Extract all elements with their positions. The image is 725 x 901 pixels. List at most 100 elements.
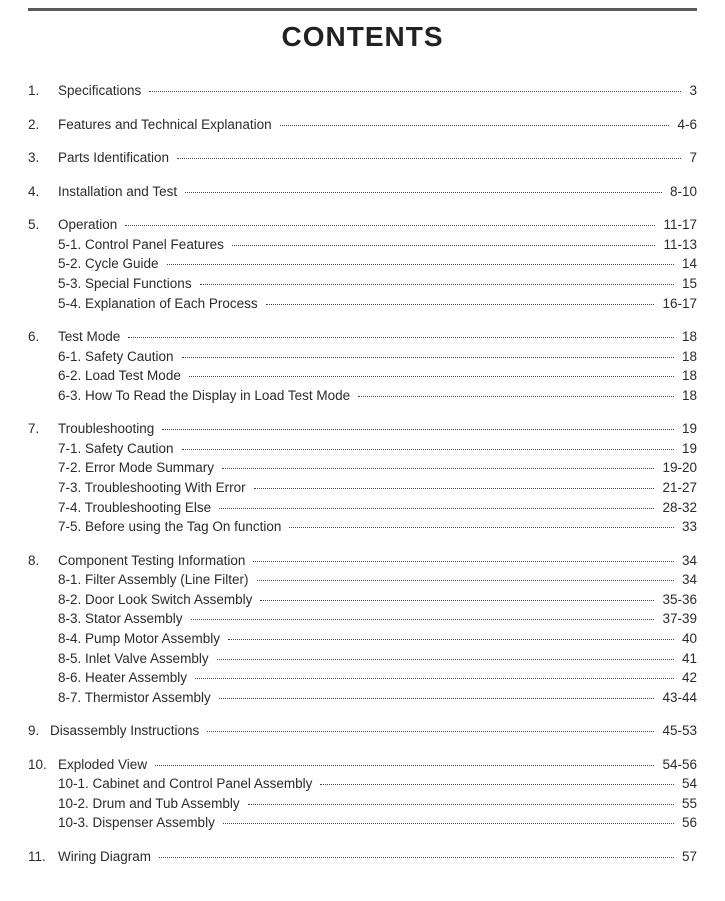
toc-subrow: 8-7. Thermistor Assembly43-44: [28, 688, 697, 708]
page-number: 16-17: [658, 294, 697, 314]
subsection-label: 6-1. Safety Caution: [58, 347, 178, 367]
toc-row: 11.Wiring Diagram 57: [28, 847, 697, 867]
page-number: 7: [685, 148, 697, 168]
page-number: 3: [685, 81, 697, 101]
page-number: 42: [678, 668, 697, 688]
page-number: 11-17: [659, 215, 697, 235]
leader-dots: [182, 357, 674, 358]
page-number: 19-20: [658, 458, 697, 478]
page-number: 34: [678, 551, 697, 571]
subsection-label: 8-6. Heater Assembly: [58, 668, 191, 688]
toc-row: 4.Installation and Test8-10: [28, 182, 697, 202]
toc-subrow: 6-2. Load Test Mode 18: [28, 366, 697, 386]
leader-dots: [182, 449, 674, 450]
page-number: 57: [678, 847, 697, 867]
section-label: Component Testing Information: [58, 551, 249, 571]
page-number: 35-36: [658, 590, 697, 610]
toc-subrow: 7-4. Troubleshooting Else 28-32: [28, 498, 697, 518]
subsection-label: 10-1. Cabinet and Control Panel Assembly: [58, 774, 316, 794]
toc-section: 7.Troubleshooting197-1. Safety Caution19…: [28, 419, 697, 536]
page-number: 18: [678, 366, 697, 386]
toc-section: 9.Disassembly Instructions45-53: [28, 721, 697, 741]
section-label: Troubleshooting: [58, 419, 158, 439]
subsection-label: 5-3. Special Functions: [58, 274, 196, 294]
section-label: Specifications: [58, 81, 145, 101]
subsection-label: 5-2. Cycle Guide: [58, 254, 163, 274]
section-label: Exploded View: [58, 755, 151, 775]
section-label: Test Mode: [58, 327, 124, 347]
toc-subrow: 7-2. Error Mode Summary 19-20: [28, 458, 697, 478]
subsection-label: 7-3. Troubleshooting With Error: [58, 478, 250, 498]
toc-row: 9.Disassembly Instructions45-53: [28, 721, 697, 741]
section-number: 11.: [28, 847, 58, 867]
leader-dots: [248, 804, 674, 805]
subsection-label: 7-1. Safety Caution: [58, 439, 178, 459]
toc-subrow: 5-1. Control Panel Features 11-13: [28, 235, 697, 255]
page-number: 28-32: [658, 498, 697, 518]
toc-row: 5.Operation 11-17: [28, 215, 697, 235]
subsection-label: 7-4. Troubleshooting Else: [58, 498, 215, 518]
leader-dots: [167, 264, 674, 265]
subsection-label: 6-3. How To Read the Display in Load Tes…: [58, 386, 354, 406]
page-number: 55: [678, 794, 697, 814]
leader-dots: [257, 580, 674, 581]
toc-subrow: 5-4. Explanation of Each Process 16-17: [28, 294, 697, 314]
subsection-label: 8-2. Door Look Switch Assembly: [58, 590, 256, 610]
leader-dots: [254, 488, 655, 489]
leader-dots: [207, 731, 654, 732]
section-number: 8.: [28, 551, 58, 571]
section-label: Parts Identification: [58, 148, 173, 168]
leader-dots: [162, 429, 674, 430]
page-number: 41: [678, 649, 697, 669]
page-title: CONTENTS: [28, 21, 697, 53]
subsection-label: 5-1. Control Panel Features: [58, 235, 228, 255]
leader-dots: [185, 192, 662, 193]
leader-dots: [280, 125, 670, 126]
section-number: 5.: [28, 215, 58, 235]
section-number: 6.: [28, 327, 58, 347]
page-number: 11-13: [659, 235, 697, 255]
toc-section: 10.Exploded View54-5610-1. Cabinet and C…: [28, 755, 697, 833]
toc-subrow: 10-3. Dispenser Assembly56: [28, 813, 697, 833]
leader-dots: [217, 659, 674, 660]
leader-dots: [219, 508, 654, 509]
subsection-label: 7-2. Error Mode Summary: [58, 458, 218, 478]
toc-subrow: 7-3. Troubleshooting With Error21-27: [28, 478, 697, 498]
toc-subrow: 8-4. Pump Motor Assembly40: [28, 629, 697, 649]
subsection-label: 10-2. Drum and Tub Assembly: [58, 794, 244, 814]
toc-section: 1.Specifications3: [28, 81, 697, 101]
leader-dots: [155, 765, 654, 766]
leader-dots: [200, 284, 674, 285]
section-number: 3.: [28, 148, 58, 168]
leader-dots: [125, 225, 655, 226]
page-number: 45-53: [658, 721, 697, 741]
toc-subrow: 8-6. Heater Assembly 42: [28, 668, 697, 688]
toc-section: 6.Test Mode186-1. Safety Caution186-2. L…: [28, 327, 697, 405]
toc-row: 2.Features and Technical Explanation4-6: [28, 115, 697, 135]
leader-dots: [232, 245, 656, 246]
section-label: Installation and Test: [58, 182, 181, 202]
page-number: 54-56: [658, 755, 697, 775]
toc-subrow: 7-5. Before using the Tag On function33: [28, 517, 697, 537]
leader-dots: [177, 158, 681, 159]
page-number: 19: [678, 419, 697, 439]
leader-dots: [149, 91, 681, 92]
page-number: 4-6: [673, 115, 697, 135]
subsection-label: 5-4. Explanation of Each Process: [58, 294, 262, 314]
toc-row: 10.Exploded View54-56: [28, 755, 697, 775]
subsection-label: 8-4. Pump Motor Assembly: [58, 629, 224, 649]
toc-section: 5.Operation11-175-1. Control Panel Featu…: [28, 215, 697, 313]
toc-row: 8.Component Testing Information 34: [28, 551, 697, 571]
subsection-label: 7-5. Before using the Tag On function: [58, 517, 285, 537]
page-number: 14: [678, 254, 697, 274]
section-label: Operation: [58, 215, 121, 235]
page-number: 8-10: [666, 182, 697, 202]
section-label: Wiring Diagram: [58, 847, 155, 867]
subsection-label: 8-1. Filter Assembly (Line Filter): [58, 570, 253, 590]
toc-row: 7.Troubleshooting19: [28, 419, 697, 439]
leader-dots: [260, 600, 654, 601]
toc-subrow: 6-1. Safety Caution18: [28, 347, 697, 367]
subsection-label: 6-2. Load Test Mode: [58, 366, 185, 386]
page-number: 18: [678, 327, 697, 347]
toc-section: 4.Installation and Test8-10: [28, 182, 697, 202]
